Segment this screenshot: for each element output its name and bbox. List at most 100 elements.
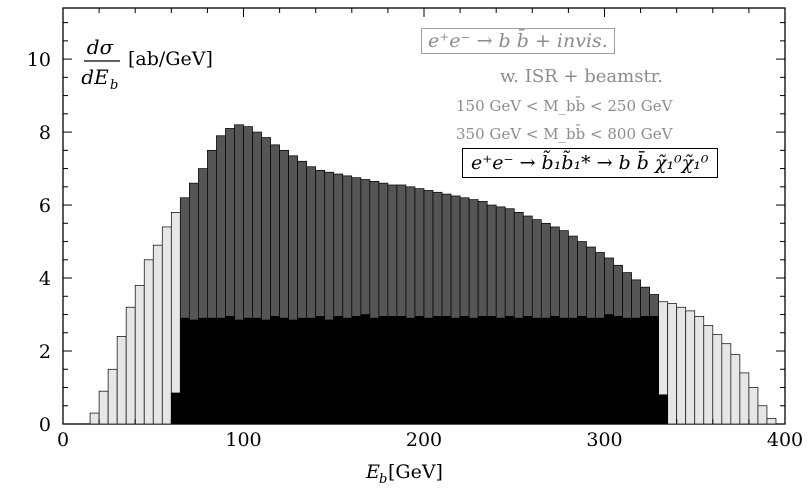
y-tick-label-8: 8 [39,122,51,144]
bar-series0-bin6 [143,259,154,425]
x-tick-label-0: 0 [57,429,69,451]
legend-signal-process: e⁺e⁻ → b̃₁b̃₁* → b b̄ χ̃₁⁰χ̃₁⁰ [462,148,718,178]
bar-series2-bin53 [568,317,578,425]
bar-series2-bin57 [604,314,614,425]
y-tick-label-4: 4 [39,268,51,290]
bar-series0-bin72 [739,372,750,425]
legend-background-process: e⁺e⁻ → b b̄ + invis. [421,28,615,54]
bar-series2-bin26 [324,319,335,425]
bar-series0-bin70 [721,343,732,425]
bar-series2-bin12 [198,317,208,425]
bar-series2-bin24 [306,317,317,425]
bar-series2-bin51 [549,316,560,425]
bar-series2-bin36 [414,316,425,425]
bar-series2-bin21 [279,317,289,425]
bar-series2-bin52 [559,317,569,425]
bar-series0-bin71 [730,354,741,425]
bar-series2-bin31 [369,317,380,425]
bar-series2-bin17 [243,317,253,425]
annotation-isr: w. ISR + beamstr. [500,66,664,87]
bar-series2-bin38 [432,316,443,425]
annotation-cut1: 150 GeV < M_bb̄ < 250 GeV [456,97,673,115]
bar-series2-bin23 [297,317,308,425]
bar-series0-bin7 [152,244,163,425]
bar-series0-bin8 [161,226,172,425]
bar-series2-bin60 [631,317,641,425]
bar-series2-bin35 [405,317,416,425]
bar-series0-bin74 [757,405,768,425]
ticks-group: 0 100 200 300 400 0 2 4 6 8 10 [27,8,803,451]
bar-series2-bin61 [640,316,650,425]
bar-series0-bin0 [89,412,100,425]
bar-series2-bin20 [270,316,280,425]
bar-series2-bin48 [522,316,533,425]
bar-series0-bin5 [134,284,145,425]
x-tick-label-300: 300 [586,429,622,451]
bar-series2-bin42 [468,317,479,425]
bar-series0-bin1 [98,390,109,425]
bar-series2-bin37 [423,317,434,425]
bar-series2-bin56 [595,317,605,425]
bar-series2-bin13 [207,317,217,425]
bar-series2-bin50 [540,317,551,425]
y-tick-label-0: 0 [39,414,51,436]
annotation-cut2: 350 GeV < M_bb̄ < 800 GeV [456,125,673,143]
bar-series2-bin47 [513,317,524,425]
bar-series2-bin29 [351,316,362,425]
bar-series2-bin58 [613,316,623,425]
bar-series2-bin15 [225,316,235,425]
bar-series2-bin39 [441,316,452,425]
bars-group [89,124,777,425]
ylabel-numerator: dσ [87,35,115,59]
bar-series0-bin9 [170,212,181,425]
ylabel-units: [ab/GeV] [128,48,213,70]
bar-series2-bin10 [179,317,190,425]
bar-series2-bin11 [189,319,199,425]
bar-series2-bin44 [486,316,497,425]
bar-series2-bin19 [261,319,271,425]
bar-series2-bin9 [170,392,181,425]
bar-series2-bin40 [450,317,461,425]
bar-series2-bin62 [649,316,659,425]
bar-series2-bin27 [333,316,344,425]
bar-series2-bin30 [360,314,371,425]
xlabel-units: [GeV] [388,461,443,483]
x-tick-label-400: 400 [767,429,803,451]
y-tick-label-10: 10 [27,49,51,71]
bar-series0-bin68 [703,325,714,425]
x-tick-label-100: 100 [225,429,261,451]
bar-series2-bin45 [495,317,506,425]
bar-series2-bin33 [387,316,398,425]
bar-series0-bin66 [685,310,696,425]
bar-series0-bin69 [712,334,723,425]
bar-series2-bin34 [396,316,407,425]
bar-series2-bin28 [342,317,353,425]
bar-series0-bin3 [116,336,127,425]
bar-series2-bin59 [622,317,632,425]
bar-series2-bin49 [531,317,542,425]
bar-series2-bin41 [459,316,470,425]
bar-series2-bin14 [216,317,226,425]
x-tick-label-200: 200 [406,429,442,451]
bar-series2-bin43 [477,316,488,425]
bar-series2-bin55 [586,317,596,425]
xlabel-subscript: b [379,472,387,487]
bar-series0-bin2 [107,368,118,425]
ylabel-denominator: dE [81,65,109,89]
bar-series0-bin4 [125,306,136,425]
y-tick-label-2: 2 [39,341,51,363]
bar-series0-bin65 [676,306,687,425]
y-tick-label-6: 6 [39,195,51,217]
y-axis-label: dσ dE b [ab/GeV] [81,35,213,93]
x-axis-label: E b [GeV] [365,461,443,487]
bar-series2-bin32 [378,316,389,425]
bar-series0-bin67 [694,316,705,425]
bar-series2-bin25 [315,316,326,425]
ylabel-denominator-subscript: b [110,78,118,93]
bar-series2-bin63 [658,394,669,425]
bar-series0-bin64 [667,303,678,425]
bar-series0-bin75 [766,418,777,425]
bar-series2-bin16 [234,319,244,425]
bar-series0-bin73 [748,387,759,425]
